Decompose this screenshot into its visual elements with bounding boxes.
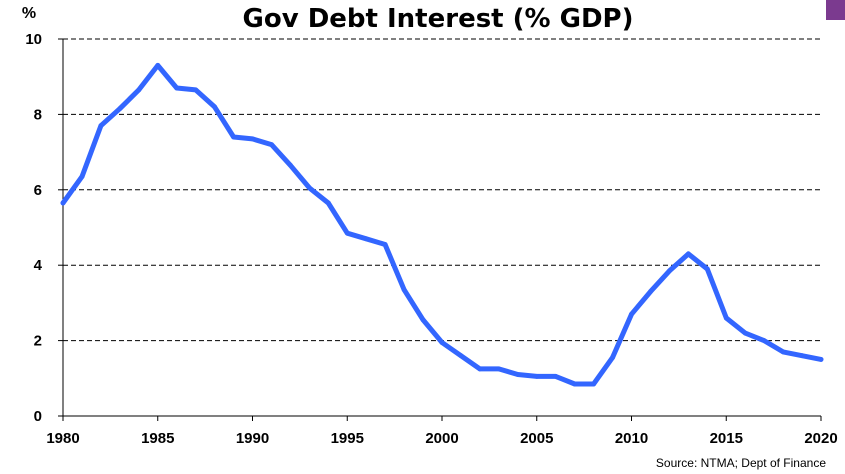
data-point-1994 [325,200,331,206]
corner-badge [826,0,845,20]
data-point-2006 [553,374,559,379]
chart-title: Gov Debt Interest (% GDP) [242,4,633,34]
data-point-1989 [231,134,237,140]
y-tick-label: 6 [34,182,42,199]
data-point-2017 [761,338,767,343]
data-point-1997 [382,242,388,247]
data-point-2002 [477,366,483,372]
data-point-2020 [818,357,824,362]
data-point-2000 [439,340,445,345]
data-point-2019 [799,353,805,359]
x-tick-label: 1990 [236,430,269,447]
data-point-1987 [193,87,199,93]
y-tick-labels: 0 2 4 6 8 10 [25,31,42,425]
data-point-1991 [269,142,274,148]
data-point-1980 [60,200,66,206]
y-axis-unit-label: % [22,5,36,22]
data-point-2014 [704,266,710,272]
y-tick-label: 2 [34,333,42,350]
series-line-0 [60,62,824,387]
data-point-2016 [742,330,748,336]
x-tick-label: 1995 [331,430,364,447]
data-point-1995 [344,230,350,236]
data-point-2012 [667,268,672,274]
axes [58,38,822,421]
series-layer [60,62,824,387]
data-point-2001 [458,353,464,359]
data-point-2007 [572,381,578,387]
x-tick-label: 1985 [141,430,174,447]
y-tick-label: 4 [34,257,43,274]
data-point-1986 [174,85,180,91]
data-point-1992 [288,162,293,168]
data-point-1996 [363,236,369,242]
y-tick-label: 0 [34,408,42,425]
source-note: Source: NTMA; Dept of Finance [656,456,826,470]
x-tick-label: 2010 [615,430,648,447]
data-point-2018 [780,349,786,355]
data-point-2004 [515,372,521,377]
x-tick-label: 2005 [520,430,553,447]
data-point-1983 [117,106,123,112]
data-point-1990 [250,136,255,142]
data-point-1988 [212,104,218,110]
y-tick-label: 10 [25,31,42,48]
data-point-2009 [610,355,615,360]
x-tick-label: 2020 [804,430,837,447]
data-point-2010 [629,311,634,317]
data-point-2005 [534,374,540,379]
y-tick-label: 8 [34,106,42,123]
x-tick-label: 1980 [46,430,79,447]
data-point-2015 [723,315,729,321]
data-point-1984 [136,87,142,93]
data-point-1999 [420,317,426,323]
data-point-1982 [98,123,104,129]
data-point-1985 [155,63,161,68]
x-tick-label: 2015 [710,430,743,447]
data-point-2003 [496,366,502,372]
data-point-1998 [401,287,407,293]
x-tick-labels: 1980 1985 1990 1995 2000 2005 2010 2015 2020 [46,430,837,447]
data-point-1993 [307,185,312,191]
data-point-1981 [79,174,85,180]
data-point-2008 [591,381,596,387]
data-point-2011 [648,289,653,294]
data-point-2013 [686,251,691,257]
x-tick-label: 2000 [425,430,458,447]
